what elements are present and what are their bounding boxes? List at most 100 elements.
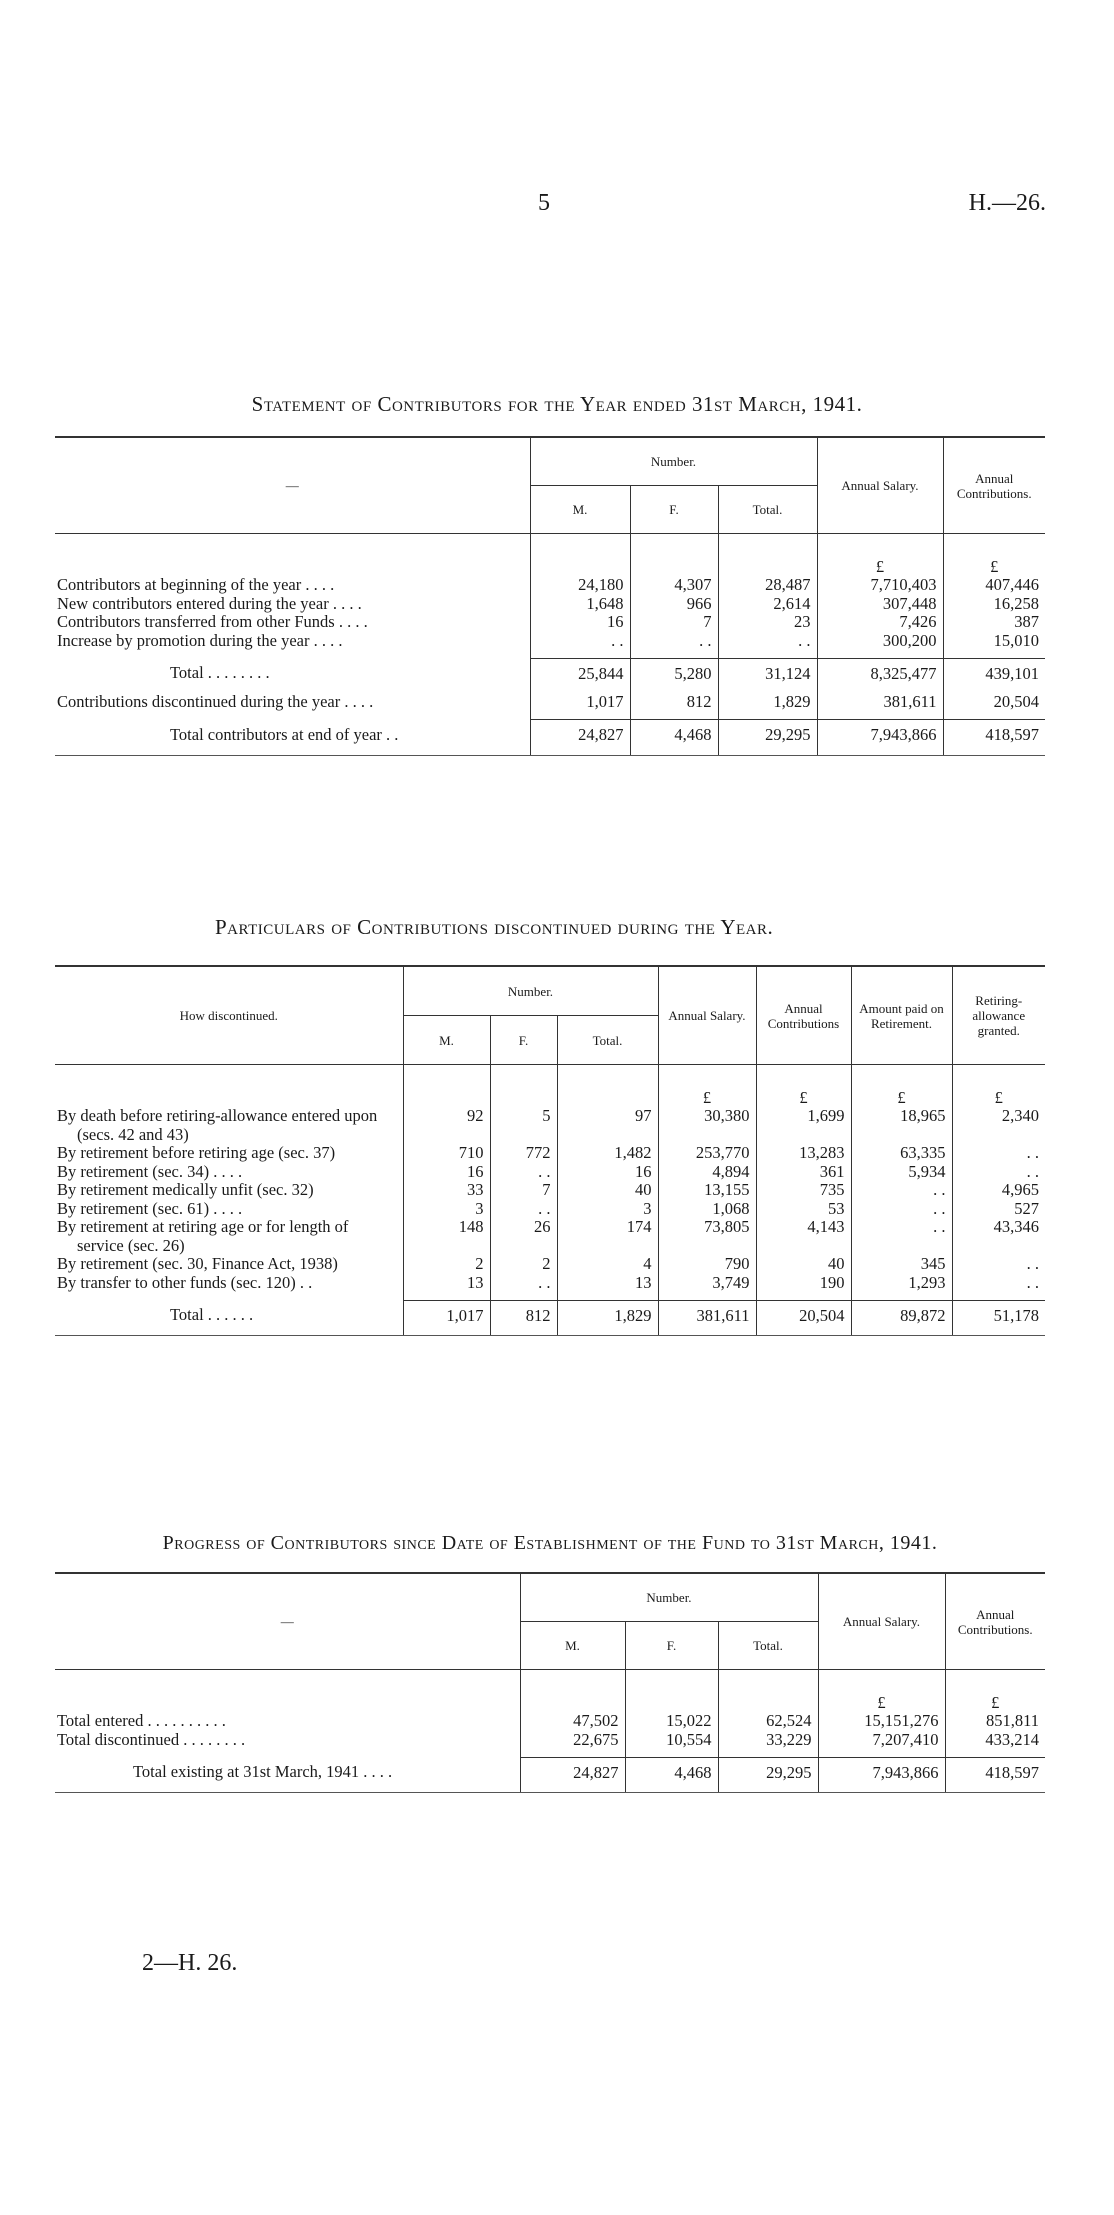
table-row: By retirement at retiring age or for len… xyxy=(55,1217,1045,1255)
row-label: By retirement (sec. 30, Finance Act, 193… xyxy=(57,1254,338,1273)
unit-label xyxy=(556,1064,658,1107)
table-row: By death before retiring-allowance enter… xyxy=(55,1106,1045,1144)
cell-value: 16 xyxy=(556,1162,658,1181)
cell-value: 47,502 xyxy=(519,1711,625,1731)
cell-value: 1,482 xyxy=(556,1143,658,1163)
cell-value: . . xyxy=(850,1180,952,1200)
cell-value: 4 xyxy=(556,1254,658,1274)
cell-value: 73,805 xyxy=(657,1217,756,1255)
cell-value: 20,504 xyxy=(942,692,1045,712)
cell-value: . . xyxy=(529,631,630,650)
unit-label: £ xyxy=(850,1064,952,1107)
cell-value: 97 xyxy=(556,1106,658,1144)
cell-value: 2 xyxy=(402,1254,490,1274)
cell-value: . . xyxy=(489,1199,557,1218)
cell-value: 381,611 xyxy=(816,692,943,712)
cell-value: 28,487 xyxy=(717,575,817,595)
cell-value: 2 xyxy=(489,1254,557,1274)
row-label: Increase by promotion during the year . … xyxy=(57,630,343,650)
cell-value: 148 xyxy=(402,1217,490,1255)
cell-value: 851,811 xyxy=(944,1711,1045,1731)
row-label: Total . . . . . . xyxy=(55,1300,403,1336)
cell-value: 174 xyxy=(556,1217,658,1255)
cell-value: 7 xyxy=(489,1180,557,1200)
cell-value: 3 xyxy=(556,1199,658,1218)
cell-value: 812 xyxy=(489,1299,557,1336)
cell-value: 361 xyxy=(755,1162,851,1181)
cell-value: 387 xyxy=(942,612,1045,632)
row-label: Contributions discontinued during the ye… xyxy=(57,692,374,711)
row-label: By transfer to other funds (sec. 120) . … xyxy=(57,1272,313,1292)
cell-value: 24,180 xyxy=(529,575,630,595)
cell-value: 51,178 xyxy=(951,1299,1045,1336)
unit-label xyxy=(529,533,630,576)
cell-value: 527 xyxy=(951,1199,1045,1218)
cell-value: 62,524 xyxy=(717,1711,818,1731)
cell-value: 16 xyxy=(402,1162,490,1181)
cell-value: 1,017 xyxy=(529,692,630,712)
cell-value: 33,229 xyxy=(717,1730,818,1749)
cell-value: 7 xyxy=(629,612,718,632)
table1-grid: — Number. Annual Salary. Annual Contributio… xyxy=(55,436,1045,756)
cell-value: 8,325,477 xyxy=(816,657,943,693)
cell-value: 7,943,866 xyxy=(817,1756,945,1793)
unit-label xyxy=(629,533,718,576)
table2-title: Particulars of Contributions discontinue… xyxy=(215,915,774,939)
column-header: Annual Contributions. xyxy=(944,1572,1045,1670)
row-label: Total . . . . . . . . xyxy=(170,663,270,682)
cell-value: 92 xyxy=(402,1106,490,1144)
row-label: New contributors entered during the year… xyxy=(57,593,362,613)
cell-value: 15,151,276 xyxy=(817,1711,945,1731)
cell-value: 3 xyxy=(402,1199,490,1218)
row-label: Total entered . . . . . . . . . . xyxy=(57,1711,226,1730)
stub-header: — xyxy=(55,436,530,534)
page-number: 5 xyxy=(538,190,550,216)
cell-value: 4,468 xyxy=(624,1756,718,1793)
cell-value: 5 xyxy=(489,1106,557,1144)
table-row: Total contributors at end of year . . 24,… xyxy=(55,719,1045,756)
unit-label: £ xyxy=(657,1064,756,1107)
cell-value: 40 xyxy=(556,1180,658,1200)
cell-value: 43,346 xyxy=(951,1217,1045,1255)
cell-value: 7,710,403 xyxy=(816,575,943,595)
cell-value: . . xyxy=(489,1273,557,1292)
row-label: Total existing at 31st March, 1941 . . .… xyxy=(55,1757,520,1793)
table-row: Increase by promotion during the year . … xyxy=(55,630,1045,650)
table-row: Contributors at beginning of the year . … xyxy=(55,575,1045,595)
cell-value: 4,143 xyxy=(755,1217,851,1255)
table-row: Total . . . . . . 1,017 812 1,829 381,611 20,… xyxy=(55,1299,1045,1336)
cell-value: 5,934 xyxy=(850,1162,952,1181)
cell-value: 772 xyxy=(489,1143,557,1163)
cell-value: 7,943,866 xyxy=(816,719,943,756)
column-header: Annual Salary. xyxy=(817,1572,945,1670)
signature-mark: 2—H. 26. xyxy=(142,1950,238,1976)
unit-label: £ xyxy=(942,533,1045,576)
cell-value: 439,101 xyxy=(942,657,1045,693)
unit-label xyxy=(624,1669,718,1712)
cell-value: 1,699 xyxy=(755,1106,851,1144)
cell-value: 2,340 xyxy=(951,1106,1045,1144)
table-row: By retirement (sec. 30, Finance Act, 193… xyxy=(55,1254,1045,1274)
cell-value: 1,829 xyxy=(717,692,817,712)
cell-value: 4,965 xyxy=(951,1180,1045,1200)
table-row: New contributors entered during the year… xyxy=(55,593,1045,613)
number-group-header: Number. xyxy=(529,436,817,486)
column-header: M. xyxy=(529,485,630,534)
cell-value: 31,124 xyxy=(717,657,817,693)
cell-value: 16,258 xyxy=(942,594,1045,613)
cell-value: 40 xyxy=(755,1254,851,1274)
row-label: By death before retiring-allowance enter… xyxy=(57,1106,378,1144)
cell-value: 345 xyxy=(850,1254,952,1274)
table2-grid: How discontinued. Number. Annual Salary. An… xyxy=(55,965,1045,1336)
cell-value: . . xyxy=(951,1143,1045,1163)
cell-value: . . xyxy=(951,1162,1045,1181)
column-header: Annual Contributions. xyxy=(942,436,1045,534)
row-label: By retirement medically unfit (sec. 32) xyxy=(57,1180,314,1199)
column-header: F. xyxy=(489,1015,557,1065)
cell-value: 966 xyxy=(629,594,718,613)
unit-label: £ xyxy=(817,1669,945,1712)
row-label: By retirement (sec. 61) . . . . xyxy=(57,1198,243,1218)
cell-value: 407,446 xyxy=(942,575,1045,595)
cell-value: . . xyxy=(951,1273,1045,1292)
cell-value: . . xyxy=(850,1199,952,1218)
